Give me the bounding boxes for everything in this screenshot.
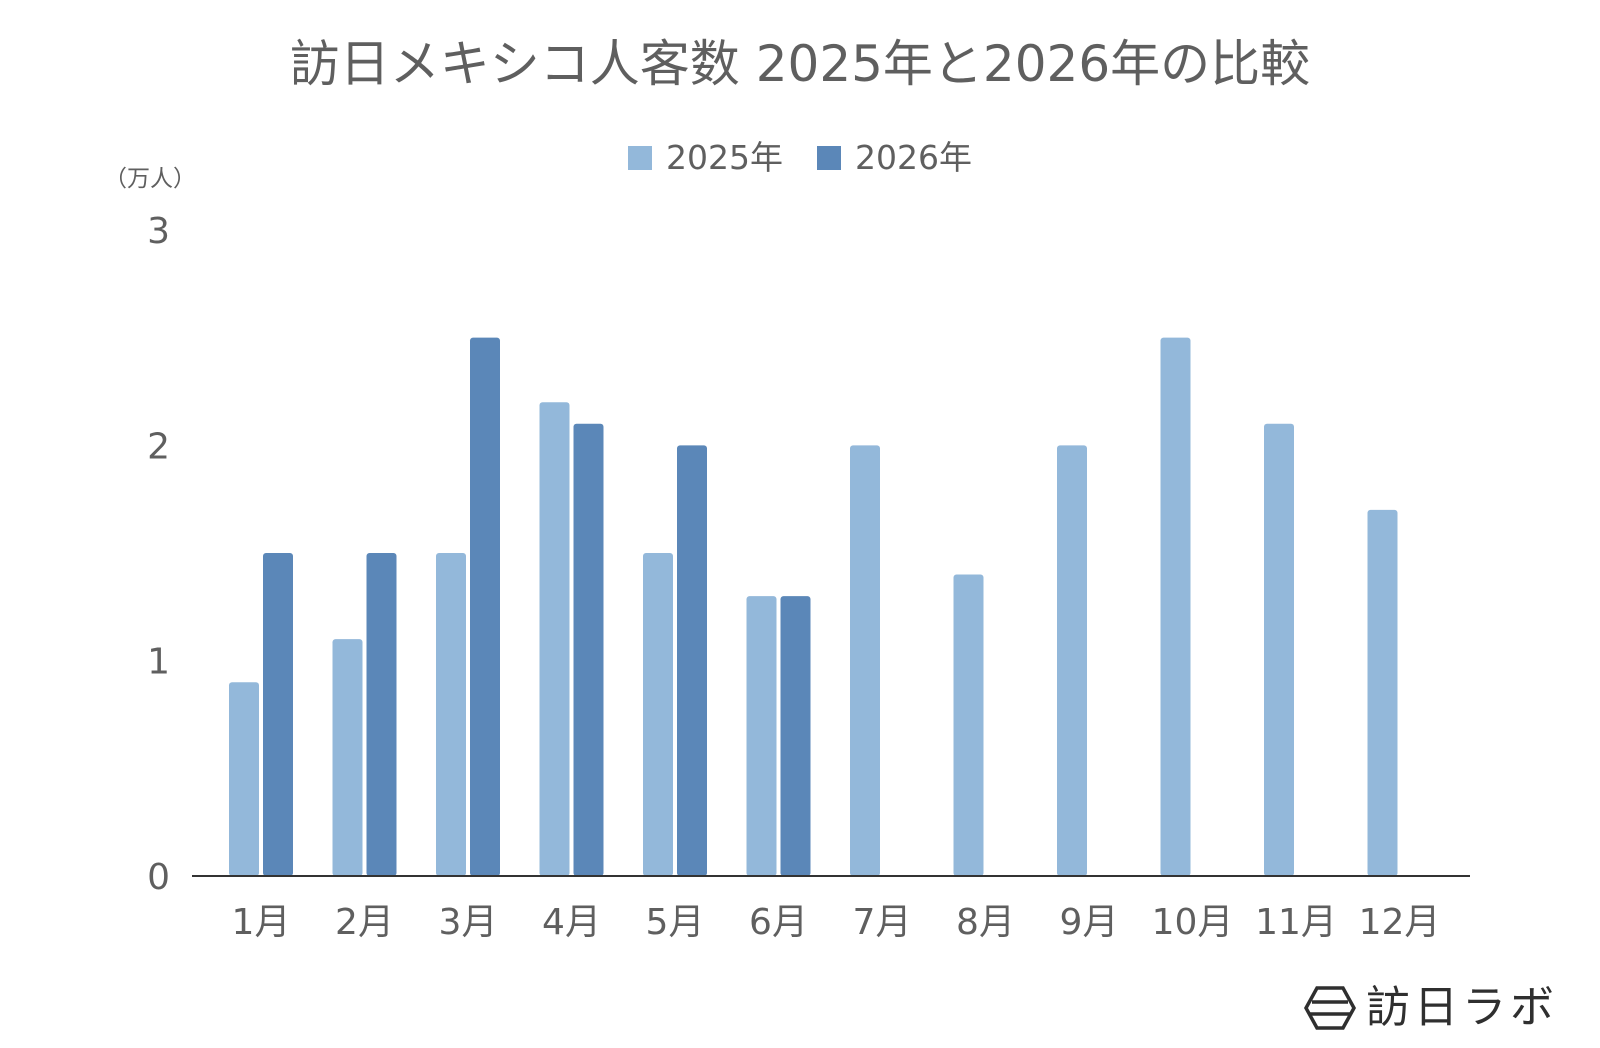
bar-2025年-1月 (229, 682, 259, 876)
bar-2026年-1月 (263, 553, 293, 876)
x-tick-label: 11月 (1255, 902, 1337, 943)
y-tick-label: 0 (147, 857, 170, 898)
bar-2026年-4月 (573, 423, 604, 876)
legend-swatch-2026 (817, 146, 841, 170)
legend-item-2026: 2026年 (817, 138, 972, 178)
legend-label-2025: 2025年 (666, 138, 783, 177)
brand-logo: 訪日ラボ (1304, 982, 1558, 1034)
brand-name: 訪日ラボ (1366, 982, 1558, 1033)
bar-2025年-8月 (953, 574, 984, 876)
bar-2025年-4月 (539, 402, 570, 876)
chart-title: 訪日メキシコ人客数 2025年と2026年の比較 (289, 35, 1311, 93)
x-tick-label: 5月 (646, 902, 705, 943)
bar-2025年-3月 (436, 553, 466, 876)
legend: 2025年 2026年 (0, 138, 1600, 178)
legend-swatch-2025 (628, 146, 653, 170)
x-tick-label: 6月 (749, 902, 808, 943)
bar-2025年-12月 (1367, 509, 1398, 876)
bar-2026年-2月 (366, 553, 397, 876)
bar-2025年-11月 (1264, 423, 1294, 876)
bar-2026年-5月 (677, 445, 707, 876)
y-tick-label: 2 (147, 426, 170, 467)
x-tick-label: 10月 (1152, 902, 1234, 943)
bar-2025年-5月 (643, 553, 673, 876)
legend-label-2026: 2026年 (855, 138, 972, 177)
bar-2026年-6月 (780, 596, 811, 876)
x-tick-label: 8月 (956, 902, 1015, 943)
bar-2025年-10月 (1160, 337, 1191, 877)
x-tick-label: 3月 (439, 902, 498, 943)
x-tick-label: 4月 (542, 902, 601, 943)
x-tick-label: 2月 (335, 902, 394, 943)
x-tick-label: 7月 (853, 902, 912, 943)
bar-2025年-6月 (746, 596, 777, 876)
bar-2026年-3月 (470, 337, 500, 877)
x-tick-label: 9月 (1060, 902, 1119, 943)
bar-2025年-2月 (332, 639, 363, 876)
y-tick-label: 1 (147, 642, 170, 683)
y-axis-unit-label: （万人） (104, 166, 196, 192)
bar-2025年-7月 (850, 445, 880, 876)
legend-item-2025: 2025年 (628, 138, 783, 178)
x-tick-label: 12月 (1359, 902, 1441, 943)
bar-2025年-9月 (1057, 445, 1087, 876)
x-tick-label: 1月 (232, 902, 291, 943)
y-tick-label: 3 (147, 211, 170, 252)
hexagon-logo-icon (1304, 986, 1356, 1030)
